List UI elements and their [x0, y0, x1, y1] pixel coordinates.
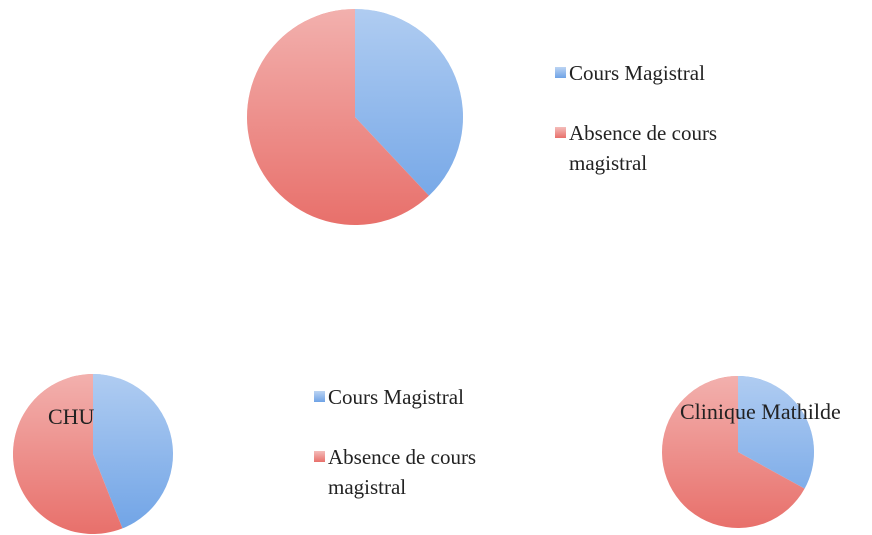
chart-title: CHU: [48, 404, 95, 429]
legend-label: Cours Magistral: [328, 385, 464, 409]
legend-swatch: [555, 67, 566, 78]
legend-label: Cours Magistral: [569, 61, 705, 85]
legend-swatch: [314, 391, 325, 402]
legend-swatch: [314, 451, 325, 462]
chart-title: Clinique Mathilde: [680, 399, 841, 424]
legend-label: Absence de cours magistral: [569, 121, 718, 175]
legend-swatch: [555, 127, 566, 138]
legend-label: Absence de cours magistral: [328, 445, 477, 499]
